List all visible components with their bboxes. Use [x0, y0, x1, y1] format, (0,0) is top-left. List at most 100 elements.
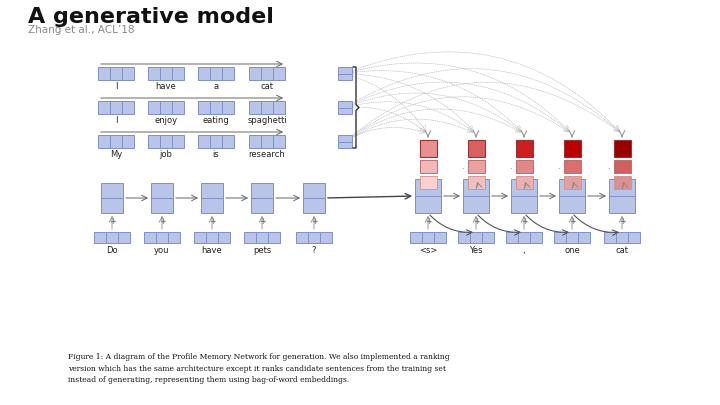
Bar	[194, 232, 206, 243]
Bar	[564, 176, 580, 189]
Text: $\cdot$: $\cdot$	[557, 162, 560, 171]
Text: I: I	[114, 82, 117, 91]
Bar	[516, 160, 533, 173]
Bar	[160, 67, 172, 80]
Bar	[122, 67, 134, 80]
Bar	[148, 135, 160, 148]
Bar	[160, 101, 172, 114]
Bar	[516, 176, 533, 189]
Bar	[222, 135, 234, 148]
Bar	[148, 101, 160, 114]
Bar	[244, 232, 256, 243]
Bar	[172, 67, 184, 80]
Bar	[308, 232, 320, 243]
Text: job: job	[160, 150, 172, 159]
Bar	[420, 140, 436, 157]
Bar	[110, 101, 122, 114]
Bar	[463, 179, 489, 196]
Bar	[604, 232, 616, 243]
Bar	[222, 67, 234, 80]
Bar	[467, 140, 485, 157]
Text: +: +	[258, 217, 265, 226]
Bar	[613, 176, 631, 189]
Bar	[251, 198, 273, 213]
Bar	[160, 135, 172, 148]
Text: you: you	[154, 246, 170, 255]
Bar	[94, 232, 106, 243]
Text: +: +	[473, 217, 480, 226]
Bar	[338, 73, 352, 80]
Bar	[98, 101, 110, 114]
Bar	[616, 232, 628, 243]
Bar	[511, 196, 537, 213]
Text: ?: ?	[312, 246, 316, 255]
Text: My: My	[110, 150, 122, 159]
Bar	[201, 198, 223, 213]
Bar	[268, 232, 280, 243]
Text: ,: ,	[523, 246, 526, 255]
Bar	[210, 135, 222, 148]
Bar	[151, 198, 173, 213]
Bar	[151, 183, 173, 198]
Text: +: +	[425, 217, 431, 226]
Bar	[256, 232, 268, 243]
Text: Yes: Yes	[469, 246, 482, 255]
Bar	[559, 196, 585, 213]
Bar	[261, 135, 273, 148]
Bar	[110, 67, 122, 80]
Bar	[172, 101, 184, 114]
Text: +: +	[311, 217, 318, 226]
Text: I: I	[114, 116, 117, 125]
Bar	[261, 101, 273, 114]
Bar	[218, 232, 230, 243]
Bar	[415, 196, 441, 213]
Bar	[434, 232, 446, 243]
Bar	[101, 183, 123, 198]
Text: Zhang et al., ACL’18: Zhang et al., ACL’18	[28, 25, 135, 35]
Bar	[578, 232, 590, 243]
Bar	[168, 232, 180, 243]
Bar	[273, 67, 285, 80]
Bar	[338, 67, 352, 73]
Text: $\cdot$: $\cdot$	[461, 162, 464, 171]
Bar	[516, 140, 533, 157]
Bar	[458, 232, 470, 243]
Bar	[122, 101, 134, 114]
Bar	[566, 232, 578, 243]
Text: cat: cat	[261, 82, 274, 91]
Bar	[564, 140, 580, 157]
Bar	[420, 160, 436, 173]
Bar	[198, 101, 210, 114]
Bar	[210, 67, 222, 80]
Text: +: +	[159, 217, 165, 226]
Bar	[518, 232, 530, 243]
Bar	[249, 135, 261, 148]
Bar	[144, 232, 156, 243]
Bar	[511, 179, 537, 196]
Bar	[206, 232, 218, 243]
Text: +: +	[109, 217, 115, 226]
Text: Figure 1: A diagram of the Profile Memory Network for generation. We also implem: Figure 1: A diagram of the Profile Memor…	[68, 353, 449, 384]
Bar	[609, 196, 635, 213]
Text: have: have	[202, 246, 222, 255]
Text: +: +	[209, 217, 215, 226]
Text: +: +	[569, 217, 575, 226]
Text: eating: eating	[202, 116, 230, 125]
Text: spaghetti: spaghetti	[247, 116, 287, 125]
Bar	[338, 135, 352, 141]
Text: research: research	[248, 150, 285, 159]
Bar	[249, 67, 261, 80]
Bar	[106, 232, 118, 243]
Bar	[320, 232, 332, 243]
Bar	[249, 101, 261, 114]
Bar	[110, 135, 122, 148]
Text: <s>: <s>	[419, 246, 437, 255]
Bar	[101, 198, 123, 213]
Bar	[118, 232, 130, 243]
Bar	[122, 135, 134, 148]
Bar	[613, 140, 631, 157]
Bar	[222, 101, 234, 114]
Bar	[210, 101, 222, 114]
Bar	[273, 101, 285, 114]
Bar	[613, 160, 631, 173]
